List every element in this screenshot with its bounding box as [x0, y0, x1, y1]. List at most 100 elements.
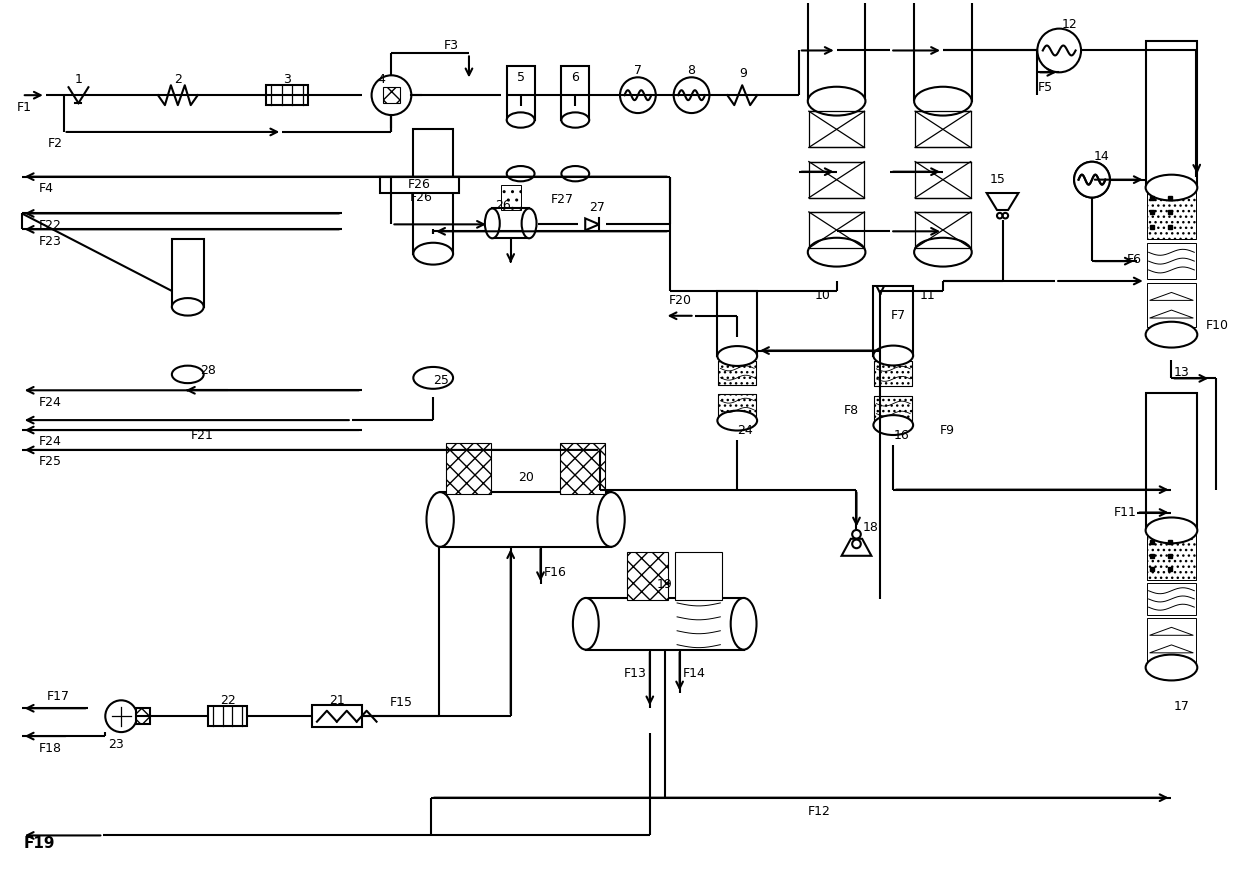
- Text: F1: F1: [17, 100, 32, 113]
- Text: F2: F2: [47, 137, 63, 150]
- Bar: [718, 361, 756, 385]
- Bar: [874, 361, 913, 387]
- Ellipse shape: [873, 346, 913, 366]
- Bar: [915, 111, 971, 148]
- Bar: [718, 394, 756, 417]
- Ellipse shape: [413, 243, 453, 265]
- Bar: [267, 86, 308, 105]
- Text: 12: 12: [1061, 18, 1078, 31]
- Bar: [874, 361, 913, 387]
- Ellipse shape: [598, 492, 625, 546]
- Text: F27: F27: [551, 193, 574, 206]
- Circle shape: [372, 75, 412, 115]
- Text: 11: 11: [920, 290, 936, 302]
- Text: F13: F13: [624, 667, 646, 680]
- Bar: [1147, 533, 1197, 580]
- Bar: [914, 0, 972, 101]
- Polygon shape: [842, 539, 872, 556]
- Text: F3: F3: [444, 39, 459, 52]
- Text: 4: 4: [378, 72, 386, 86]
- Text: 25: 25: [433, 374, 449, 387]
- Circle shape: [620, 78, 656, 113]
- Ellipse shape: [413, 367, 453, 388]
- Text: F9: F9: [940, 423, 955, 436]
- Ellipse shape: [427, 492, 454, 546]
- Ellipse shape: [807, 86, 866, 115]
- Bar: [560, 443, 605, 494]
- Ellipse shape: [873, 416, 913, 435]
- Polygon shape: [987, 193, 1018, 210]
- Ellipse shape: [562, 113, 589, 127]
- Bar: [136, 708, 150, 725]
- Text: 17: 17: [1173, 700, 1189, 712]
- Bar: [807, 0, 866, 101]
- Text: 26: 26: [495, 199, 511, 212]
- Text: 3: 3: [283, 72, 291, 86]
- Text: F26: F26: [408, 178, 430, 191]
- Text: F24: F24: [38, 395, 62, 409]
- Ellipse shape: [914, 86, 972, 115]
- Circle shape: [852, 540, 861, 548]
- Circle shape: [1074, 162, 1110, 197]
- Text: F21: F21: [191, 429, 215, 442]
- Text: 24: 24: [738, 423, 753, 436]
- Ellipse shape: [172, 298, 203, 315]
- Text: F12: F12: [807, 805, 830, 818]
- Ellipse shape: [718, 346, 758, 366]
- Bar: [501, 184, 521, 210]
- Text: 6: 6: [572, 71, 579, 84]
- Bar: [808, 162, 864, 198]
- Text: F15: F15: [389, 696, 413, 709]
- Circle shape: [105, 700, 138, 732]
- Text: F5: F5: [1038, 80, 1053, 93]
- Text: F11: F11: [1114, 506, 1137, 519]
- Text: F10: F10: [1207, 320, 1229, 333]
- Ellipse shape: [1146, 518, 1198, 543]
- Text: 23: 23: [108, 738, 124, 751]
- Bar: [1147, 188, 1197, 239]
- Bar: [136, 708, 150, 725]
- Text: 5: 5: [517, 71, 525, 84]
- Bar: [562, 66, 589, 120]
- Bar: [413, 129, 453, 254]
- Text: F18: F18: [40, 741, 62, 754]
- Circle shape: [1038, 29, 1081, 72]
- Text: 1: 1: [74, 72, 82, 86]
- Text: 21: 21: [329, 694, 345, 707]
- Text: F6: F6: [1127, 252, 1142, 265]
- Text: 7: 7: [634, 64, 642, 77]
- Bar: [808, 212, 864, 248]
- Text: 14: 14: [1094, 150, 1110, 163]
- Ellipse shape: [730, 598, 756, 650]
- Bar: [379, 176, 459, 193]
- Text: F24: F24: [38, 436, 62, 449]
- Bar: [627, 553, 668, 600]
- Bar: [675, 553, 722, 600]
- Ellipse shape: [807, 237, 866, 266]
- Text: F17: F17: [47, 690, 71, 703]
- Ellipse shape: [1146, 322, 1198, 347]
- Ellipse shape: [522, 209, 537, 238]
- Ellipse shape: [718, 410, 758, 430]
- Bar: [1147, 533, 1197, 580]
- Bar: [915, 212, 971, 248]
- Bar: [874, 396, 913, 421]
- Text: 16: 16: [893, 429, 909, 442]
- Circle shape: [852, 530, 861, 539]
- Ellipse shape: [562, 166, 589, 182]
- Text: F14: F14: [683, 667, 706, 680]
- Text: 20: 20: [517, 471, 533, 485]
- Ellipse shape: [1146, 655, 1198, 680]
- Text: F19: F19: [24, 835, 56, 851]
- Text: 13: 13: [1173, 366, 1189, 379]
- Ellipse shape: [485, 209, 500, 238]
- Bar: [424, 437, 627, 492]
- Text: 15: 15: [990, 173, 1006, 186]
- Bar: [1147, 283, 1197, 327]
- Bar: [808, 111, 864, 148]
- Text: F23: F23: [38, 235, 62, 248]
- Bar: [312, 705, 362, 727]
- Polygon shape: [585, 218, 599, 230]
- Bar: [1147, 188, 1197, 239]
- Bar: [446, 443, 491, 494]
